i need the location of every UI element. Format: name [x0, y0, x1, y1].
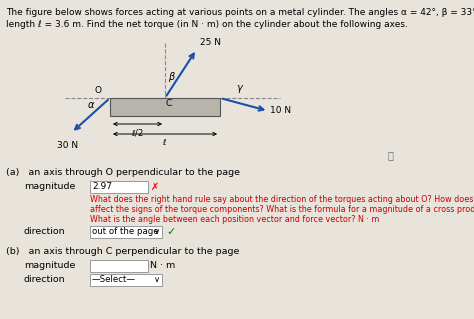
- Text: $\beta$: $\beta$: [168, 70, 176, 84]
- Text: What is the angle between each position vector and force vector? N · m: What is the angle between each position …: [90, 215, 379, 224]
- Text: C: C: [166, 99, 172, 108]
- Text: $\ell$: $\ell$: [163, 137, 167, 147]
- Text: magnitude: magnitude: [24, 261, 75, 270]
- Text: $\alpha$: $\alpha$: [87, 100, 95, 110]
- Text: ⓘ: ⓘ: [387, 150, 393, 160]
- Text: $\ell/2$: $\ell/2$: [131, 127, 144, 138]
- Text: direction: direction: [24, 227, 65, 236]
- Bar: [90, 274, 162, 286]
- Text: out of the page: out of the page: [92, 227, 159, 236]
- Text: 2.97: 2.97: [92, 182, 112, 191]
- Text: N · m: N · m: [150, 261, 175, 270]
- Text: ✓: ✓: [166, 227, 175, 237]
- Bar: [90, 260, 148, 272]
- Text: ∨: ∨: [154, 275, 160, 284]
- Text: 25 N: 25 N: [200, 38, 220, 47]
- Bar: [110, 98, 220, 116]
- Text: What does the right hand rule say about the direction of the torques acting abou: What does the right hand rule say about …: [90, 195, 474, 204]
- Text: O: O: [95, 86, 102, 95]
- Text: length ℓ = 3.6 m. Find the net torque (in N · m) on the cylinder about the follo: length ℓ = 3.6 m. Find the net torque (i…: [6, 20, 408, 29]
- Text: direction: direction: [24, 275, 65, 284]
- Text: 30 N: 30 N: [57, 141, 78, 150]
- Text: affect the signs of the torque components? What is the formula for a magnitude o: affect the signs of the torque component…: [90, 205, 474, 214]
- Bar: [90, 181, 148, 193]
- Bar: [90, 226, 162, 238]
- Text: $\gamma$: $\gamma$: [236, 83, 244, 95]
- Text: (b)   an axis through C perpendicular to the page: (b) an axis through C perpendicular to t…: [6, 247, 239, 256]
- Text: magnitude: magnitude: [24, 182, 75, 191]
- Text: —Select—: —Select—: [92, 275, 136, 284]
- Text: ∨: ∨: [154, 227, 160, 236]
- Text: (a)   an axis through O perpendicular to the page: (a) an axis through O perpendicular to t…: [6, 168, 240, 177]
- Text: The figure below shows forces acting at various points on a metal cylinder. The : The figure below shows forces acting at …: [6, 8, 474, 17]
- Text: 10 N: 10 N: [270, 107, 292, 115]
- Text: ✗: ✗: [151, 182, 159, 192]
